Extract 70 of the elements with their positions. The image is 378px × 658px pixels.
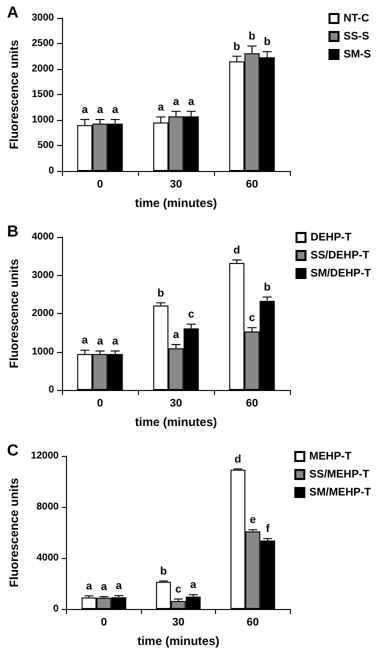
data-label: a [86, 580, 93, 592]
data-label: a [190, 579, 198, 592]
y-tick-label: 3000 [32, 270, 54, 281]
y-tick-label: 1000 [32, 346, 54, 358]
legend-label: NT-C [344, 12, 370, 24]
legend-label: SM/DEHP-T [310, 268, 372, 280]
x-tick-label: 30 [170, 178, 182, 190]
y-tick-label: 500 [37, 140, 54, 151]
data-label: a [172, 96, 180, 108]
y-tick-label: 4000 [32, 232, 54, 242]
chart-title: C [7, 442, 19, 460]
y-tick-label: 1500 [32, 89, 54, 100]
y-tick-label: 1000 [32, 114, 54, 126]
data-label: c [248, 312, 256, 324]
data-label: a [82, 334, 89, 347]
data-label: b [157, 287, 164, 300]
y-tick-label: 2500 [32, 38, 54, 49]
x-axis-title: time (minutes) [134, 415, 218, 429]
y-tick-label: 2000 [32, 64, 54, 74]
legend-label: DEHP-T [310, 232, 352, 244]
y-tick-label: 0 [48, 384, 54, 396]
data-label: a [188, 96, 196, 108]
legend-label: MEHP-T [309, 450, 352, 462]
data-label: a [116, 580, 123, 592]
chart-title: B [7, 224, 19, 240]
data-label: a [100, 581, 108, 594]
x-tick-label: 60 [246, 398, 258, 410]
x-tick-label: 0 [100, 616, 107, 628]
data-label: b [264, 282, 271, 294]
legend-label: SS/MEHP-T [309, 468, 370, 480]
y-tick-label: 3000 [32, 12, 54, 24]
data-label: d [233, 244, 240, 256]
x-axis-title: time (minutes) [137, 634, 220, 648]
data-label: c [188, 308, 194, 321]
data-label: b [233, 40, 240, 53]
x-tick-label: 0 [96, 178, 104, 190]
y-tick-label: 0 [48, 166, 54, 176]
data-label: a [96, 104, 104, 116]
x-axis-title: time (minutes) [134, 196, 218, 210]
y-tick-label: 4000 [36, 552, 60, 564]
y-tick-label: 8000 [36, 502, 60, 512]
data-label: b [160, 565, 168, 578]
data-label: a [158, 101, 165, 114]
y-tick-label: 2000 [32, 308, 54, 319]
data-label: e [250, 514, 256, 526]
data-label: f [266, 523, 270, 536]
legend-label: SS-S [344, 30, 370, 42]
x-tick-label: 30 [170, 398, 182, 410]
y-tick-label: 12000 [30, 450, 60, 462]
y-axis-title: Fluorescence units [7, 258, 21, 368]
legend-label: SS/DEHP-T [310, 250, 370, 262]
x-tick-label: 60 [246, 178, 258, 190]
y-axis-title: Fluorescence units [7, 477, 21, 588]
x-tick-label: 60 [246, 616, 259, 628]
legend-label: SM/MEHP-T [309, 486, 372, 498]
y-axis-title: Fluorescence units [7, 39, 21, 150]
chart-title: A [7, 4, 19, 22]
x-tick-label: 30 [172, 616, 184, 628]
legend-label: SM-S [344, 48, 371, 60]
data-label: a [112, 104, 120, 116]
data-label: a [82, 104, 89, 116]
data-label: a [96, 335, 104, 348]
data-label: a [172, 328, 180, 341]
data-label: d [234, 453, 242, 466]
data-label: c [175, 584, 182, 596]
data-label: b [248, 30, 256, 43]
data-label: b [264, 36, 271, 48]
data-label: a [112, 335, 120, 348]
x-tick-label: 0 [96, 398, 104, 410]
y-tick-label: 0 [53, 604, 60, 614]
